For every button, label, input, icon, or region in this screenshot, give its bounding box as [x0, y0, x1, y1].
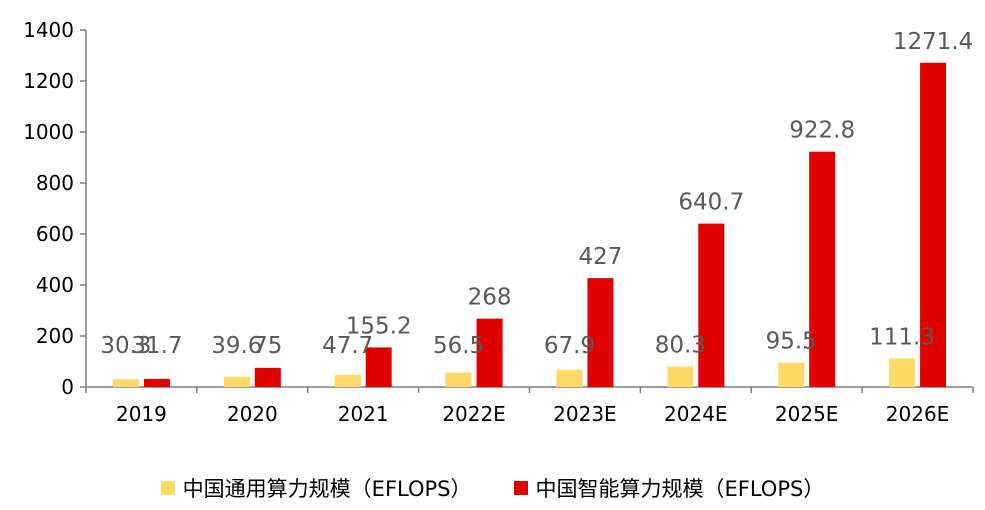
data-label-intelligent: 75 [253, 333, 282, 359]
bar-general [223, 376, 250, 387]
y-tick-label: 400 [36, 273, 74, 297]
bar-intelligent [698, 223, 725, 387]
x-tick-label: 2024E [664, 402, 728, 426]
data-label-general: 80.3 [655, 333, 706, 359]
y-tick-label: 0 [61, 375, 74, 399]
y-tick-label: 800 [36, 171, 74, 195]
legend-label-general: 中国通用算力规模（EFLOPS） [182, 477, 472, 501]
x-tick-label: 2023E [553, 402, 617, 426]
bar-general [334, 374, 361, 387]
bars [112, 62, 947, 387]
data-label-general: 111.3 [869, 325, 935, 351]
y-axis: 0 200 400 600 800 1000 1200 1400 [23, 18, 87, 399]
legend-label-intelligent: 中国智能算力规模（EFLOPS） [535, 477, 825, 501]
bar-intelligent [143, 378, 170, 387]
bar-general [889, 358, 916, 387]
bar-general [667, 366, 694, 387]
legend-item-intelligent: 中国智能算力规模（EFLOPS） [513, 473, 825, 503]
x-tick-label: 2021 [338, 402, 389, 426]
y-tick-label: 1000 [23, 120, 74, 144]
legend-swatch-intelligent [513, 481, 528, 495]
data-label-intelligent: 31.7 [131, 333, 182, 359]
y-tick-label: 1400 [23, 18, 74, 42]
bar-general [445, 372, 472, 387]
bar-intelligent [587, 278, 614, 387]
data-label-general: 67.9 [544, 333, 595, 359]
bar-general [112, 379, 139, 387]
bar-general [778, 362, 805, 387]
bar-intelligent [920, 62, 947, 387]
data-label-general: 47.7 [322, 333, 373, 359]
bar-intelligent [365, 347, 392, 387]
bar-intelligent [254, 367, 281, 387]
x-tick-label: 2026E [886, 402, 950, 426]
legend: 中国通用算力规模（EFLOPS） 中国智能算力规模（EFLOPS） [0, 470, 985, 506]
bar-general [556, 369, 583, 387]
data-label-general: 39.6 [211, 333, 262, 359]
legend-item-general: 中国通用算力规模（EFLOPS） [160, 473, 472, 503]
x-tick-label: 2019 [116, 402, 167, 426]
x-tick-label: 2022E [442, 402, 506, 426]
y-tick-label: 200 [36, 324, 74, 348]
data-label-intelligent: 427 [578, 244, 622, 270]
data-label-intelligent: 1271.4 [893, 29, 973, 55]
bar-intelligent [476, 318, 503, 387]
x-tick-label: 2020 [227, 402, 278, 426]
y-tick-label: 600 [36, 222, 74, 246]
bar-intelligent [809, 151, 836, 387]
data-label-general: 95.5 [766, 329, 817, 355]
data-label-intelligent: 640.7 [678, 190, 744, 216]
data-label-intelligent: 268 [468, 285, 512, 311]
x-tick-label: 2025E [775, 402, 839, 426]
data-label-general: 56.5 [433, 333, 484, 359]
data-label-intelligent: 922.8 [789, 118, 855, 144]
data-label-general: 30.3 [100, 333, 151, 359]
y-tick-label: 1200 [23, 69, 74, 93]
data-label-intelligent: 155.2 [346, 313, 412, 339]
legend-swatch-general [160, 481, 175, 495]
x-axis: 2019 2020 2021 2022E 2023E 2024E 2025E 2026E [85, 386, 974, 426]
